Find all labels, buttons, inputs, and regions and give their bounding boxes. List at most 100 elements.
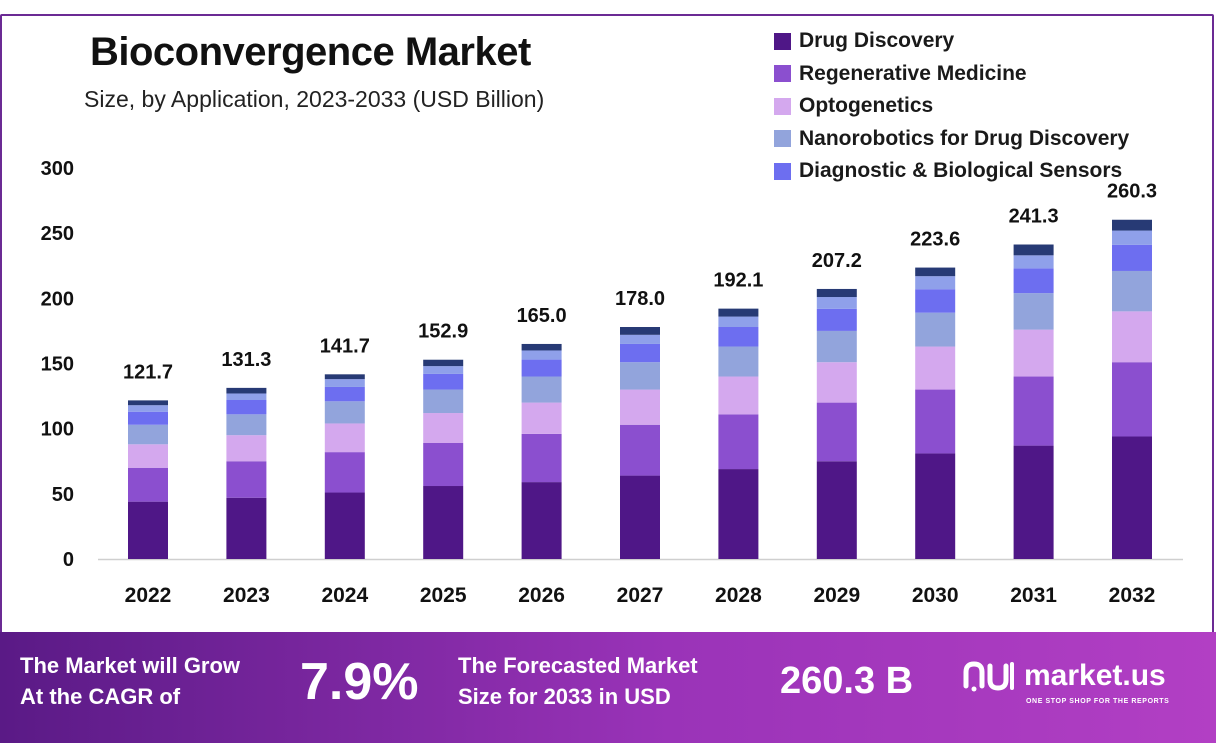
legend-item: Nanorobotics for Drug Discovery [774, 123, 1129, 156]
bar-segment [816, 308, 857, 331]
bar-segment [521, 350, 562, 360]
logo: market.us [962, 658, 1166, 694]
bar-total-label: 192.1 [713, 270, 763, 292]
x-tick-label: 2024 [321, 584, 368, 607]
x-tick-label: 2027 [617, 584, 664, 607]
bar-segment [816, 297, 857, 309]
legend-item: Diagnostic & Biological Sensors [774, 155, 1129, 188]
chart-title: Bioconvergence Market [90, 30, 531, 74]
bar-total-label: 141.7 [320, 335, 370, 357]
bar-segment [226, 387, 267, 394]
bar-segment [324, 379, 365, 387]
x-tick-label: 2029 [813, 584, 860, 607]
bar-segment [128, 411, 168, 425]
bar-segment [423, 359, 464, 367]
bar-segment [816, 330, 857, 363]
bar-segment [1112, 436, 1152, 559]
bar-segment [423, 373, 464, 390]
bar-segment [718, 327, 759, 347]
bar-segment [423, 443, 464, 487]
legend-swatch [774, 32, 791, 50]
bar-segment [718, 316, 759, 328]
y-tick-label: 50 [52, 484, 74, 506]
bar-segment [128, 424, 168, 445]
legend-label: Nanorobotics for Drug Discovery [799, 126, 1130, 150]
bar-segment [521, 359, 562, 377]
bar-total-label: 152.9 [418, 321, 468, 343]
bar-segment [1013, 244, 1054, 256]
bar-segment [718, 469, 759, 559]
x-tick-label: 2031 [1010, 584, 1057, 607]
logo-text: market.us [1024, 659, 1166, 692]
bar-segment [915, 289, 956, 313]
x-tick-label: 2026 [518, 584, 565, 607]
bar-segment [324, 401, 365, 424]
bar-segment [718, 308, 759, 317]
x-tick-label: 2028 [715, 584, 762, 607]
bar-total-label: 178.0 [615, 288, 665, 310]
bar-segment [324, 452, 365, 493]
bar-segment [423, 486, 464, 559]
bar-segment [324, 386, 365, 402]
bar-total-label: 260.3 [1107, 181, 1157, 203]
forecast-value: 260.3 B [780, 660, 914, 702]
bar-segment [620, 334, 660, 344]
y-tick-label: 300 [41, 158, 74, 180]
bar-segment [128, 501, 168, 559]
footer-banner: The Market will Grow At the CAGR of 7.9%… [0, 632, 1216, 743]
chart-frame [0, 14, 1214, 740]
y-tick-label: 0 [63, 549, 74, 571]
x-tick-label: 2022 [125, 584, 172, 607]
bar-segment [620, 424, 660, 476]
legend-item: Optogenetics [774, 90, 1129, 123]
legend-swatch [774, 162, 791, 180]
bar-segment [423, 366, 464, 374]
legend-label: Regenerative Medicine [799, 61, 1027, 85]
bar-segment [521, 402, 562, 434]
bar-segment [816, 461, 857, 559]
bar-segment [915, 312, 956, 347]
bar-segment [226, 399, 267, 415]
bar-segment [1112, 230, 1152, 245]
bar-segment [1112, 244, 1152, 271]
bar-segment [816, 402, 857, 462]
x-tick-label: 2025 [420, 584, 467, 607]
bar-segment [1013, 293, 1054, 330]
bar-segment [423, 413, 464, 444]
bar-segment [718, 414, 759, 470]
x-tick-label: 2023 [223, 584, 270, 607]
bar-segment [1013, 376, 1054, 446]
legend-swatch [774, 65, 791, 83]
bar-segment [423, 389, 464, 414]
bar-segment [128, 467, 168, 502]
bar-segment [816, 362, 857, 403]
bar-segment [1112, 362, 1152, 437]
bar-segment [226, 461, 267, 498]
bar-segment [620, 362, 660, 390]
bar-segment [1112, 311, 1152, 363]
bar-segment [915, 389, 956, 454]
bar-segment [324, 492, 365, 559]
cagr-label: The Market will Grow At the CAGR of [20, 653, 241, 709]
bar-segment [915, 346, 956, 390]
bar-segment [324, 423, 365, 453]
legend-item: Regenerative Medicine [774, 58, 1129, 91]
bar-segment [1013, 329, 1054, 377]
y-tick-label: 150 [41, 354, 74, 376]
bar-segment [620, 389, 660, 425]
y-tick-label: 100 [41, 419, 74, 441]
bar-total-label: 207.2 [812, 250, 862, 272]
bar-segment [521, 482, 562, 559]
legend-label: Diagnostic & Biological Sensors [799, 159, 1123, 183]
bar-segment [128, 405, 168, 412]
bar-segment [128, 444, 168, 468]
legend-label: Optogenetics [799, 94, 934, 118]
forecast-label: The Forecasted Market Size for 2033 in U… [458, 653, 698, 709]
bar-segment [1013, 445, 1054, 559]
bar-segment [226, 435, 267, 462]
bar-total-label: 165.0 [517, 305, 567, 327]
legend: Drug Discovery Regenerative Medicine Optog… [774, 25, 1129, 188]
logo-tagline: ONE STOP SHOP FOR THE REPORTS [1026, 698, 1170, 705]
bar-segment [1013, 255, 1054, 269]
bar-segment [915, 276, 956, 290]
